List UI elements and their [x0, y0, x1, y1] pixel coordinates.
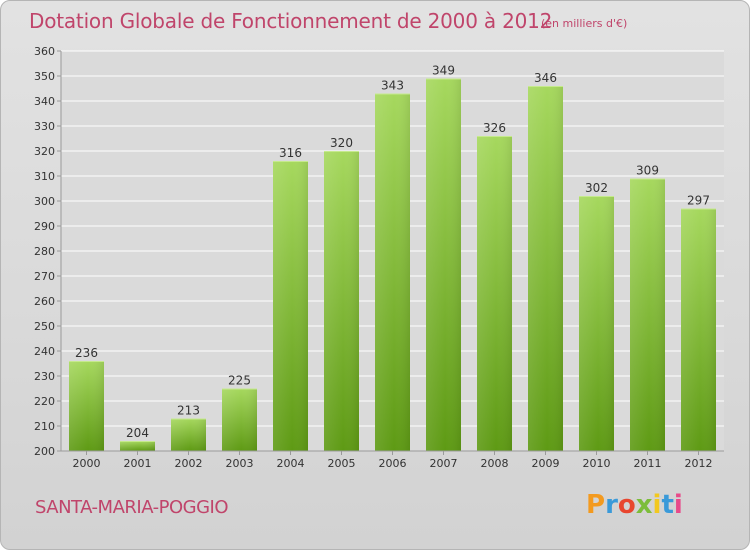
y-tick-label: 220	[34, 395, 55, 408]
bar-group: 343	[375, 79, 410, 451]
x-tick-label: 2011	[634, 457, 662, 470]
bar-shade	[324, 151, 359, 451]
bar-shade	[528, 86, 563, 451]
x-tick-label: 2002	[175, 457, 203, 470]
y-tick-label: 310	[34, 170, 55, 183]
chart-title: Dotation Globale de Fonctionnement de 20…	[29, 9, 553, 33]
bar-group: 297	[681, 194, 716, 451]
y-tick-label: 340	[34, 95, 55, 108]
bar-shade	[426, 78, 461, 451]
bar-shade	[681, 208, 716, 451]
bar-value-label: 204	[126, 426, 149, 440]
bar-value-label: 320	[330, 136, 353, 150]
bar-value-label: 309	[636, 164, 659, 178]
bar-shade	[69, 361, 104, 451]
x-tick-label: 2001	[124, 457, 152, 470]
logo-letter: P	[586, 490, 606, 520]
x-axis: 2000 2001 2002 2003 2004 2005 2006 2007 2008 2009…	[73, 451, 713, 470]
x-tick-label: 2012	[685, 457, 713, 470]
bar-shade	[579, 196, 614, 451]
bar-group: 349	[426, 64, 461, 451]
commune-name: SANTA-MARIA-POGGIO	[35, 497, 229, 518]
y-tick-label: 290	[34, 220, 55, 233]
bar-group: 326	[477, 121, 512, 451]
bar-shade	[273, 161, 308, 451]
bar-value-label: 225	[228, 374, 251, 388]
bar-value-label: 297	[687, 194, 710, 208]
bar-value-label: 326	[483, 121, 506, 135]
bar-shade	[630, 178, 665, 451]
bar-shade	[171, 418, 206, 451]
bar-value-label: 302	[585, 181, 608, 195]
bar-group: 236	[69, 346, 104, 451]
y-tick-label: 250	[34, 320, 55, 333]
chart-subtitle: (en milliers d'€)	[541, 17, 628, 30]
bar-group: 213	[171, 404, 206, 451]
y-tick-label: 330	[34, 120, 55, 133]
y-axis: 200 210 220 230 240 250 260 270 280 290 300 310 320 3…	[34, 45, 61, 458]
logo-letter: t	[661, 490, 674, 520]
x-tick-label: 2009	[532, 457, 560, 470]
bar-shade	[222, 388, 257, 451]
x-tick-label: 2010	[583, 457, 611, 470]
bar-value-label: 349	[432, 64, 455, 78]
y-tick-label: 230	[34, 370, 55, 383]
y-tick-label: 260	[34, 295, 55, 308]
x-tick-label: 2003	[226, 457, 254, 470]
bar-value-label: 316	[279, 146, 302, 160]
bar-group: 320	[324, 136, 359, 451]
logo-letter: r	[605, 490, 618, 520]
y-tick-label: 270	[34, 270, 55, 283]
y-tick-label: 300	[34, 195, 55, 208]
y-tick-label: 350	[34, 70, 55, 83]
bar-shade	[375, 93, 410, 451]
logo-letter: i	[652, 490, 662, 520]
bar-shade	[477, 136, 512, 451]
bar-value-label: 236	[75, 346, 98, 360]
proxiti-logo[interactable]: Proxiti	[586, 490, 683, 524]
y-tick-label: 360	[34, 45, 55, 58]
y-tick-label: 280	[34, 245, 55, 258]
bar-value-label: 213	[177, 404, 200, 418]
y-tick-label: 320	[34, 145, 55, 158]
bar-value-label: 343	[381, 79, 404, 93]
logo-letter: i	[673, 490, 683, 520]
y-tick-label: 240	[34, 345, 55, 358]
x-tick-label: 2004	[277, 457, 305, 470]
bar-group: 302	[579, 181, 614, 451]
x-tick-label: 2005	[328, 457, 356, 470]
logo-letter: o	[617, 490, 636, 520]
bar-shade	[120, 441, 155, 451]
bar-group: 316	[273, 146, 308, 451]
bar-group: 204	[120, 426, 155, 451]
logo-letter: x	[635, 490, 653, 520]
x-tick-label: 2007	[430, 457, 458, 470]
bars: 236 204 213 225 316 320 343 349 326 346 302 309 297	[69, 64, 716, 451]
y-tick-label: 200	[34, 445, 55, 458]
bar-value-label: 346	[534, 71, 557, 85]
x-tick-label: 2006	[379, 457, 407, 470]
bar-group: 346	[528, 71, 563, 451]
bar-group: 309	[630, 164, 665, 451]
x-tick-label: 2000	[73, 457, 101, 470]
y-tick-label: 210	[34, 420, 55, 433]
x-tick-label: 2008	[481, 457, 509, 470]
bar-group: 225	[222, 374, 257, 451]
